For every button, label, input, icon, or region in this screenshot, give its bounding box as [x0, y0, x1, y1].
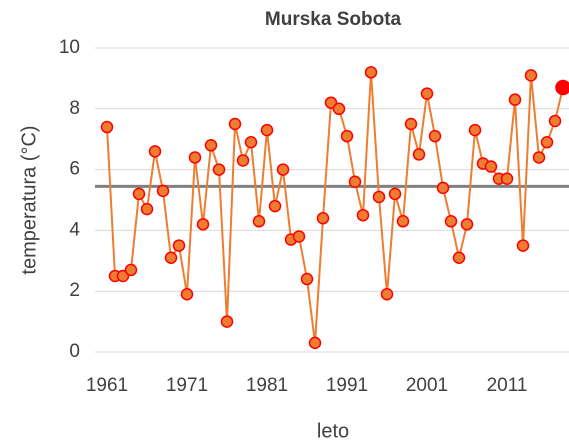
data-point [452, 251, 466, 265]
y-tick-label: 10 [59, 37, 80, 58]
data-point [188, 151, 202, 164]
x-tick-label: 1981 [246, 375, 288, 396]
data-point [220, 315, 234, 328]
data-point [388, 187, 402, 201]
data-point [412, 148, 426, 161]
x-axis-label: leto [317, 420, 349, 442]
data-point [444, 215, 458, 228]
data-point [172, 239, 186, 252]
data-point [532, 151, 546, 164]
x-tick-label: 1991 [326, 375, 368, 396]
data-point [428, 129, 442, 143]
data-point [268, 199, 282, 213]
y-tick-label: 4 [69, 219, 80, 240]
x-tick-label: 2011 [487, 375, 528, 396]
y-tick-label: 8 [69, 98, 80, 119]
data-point [140, 202, 154, 216]
data-point [156, 184, 170, 198]
data-point [356, 208, 370, 222]
x-tick-label: 1971 [166, 375, 208, 396]
data-point [548, 114, 562, 128]
y-tick-label: 6 [69, 159, 80, 180]
data-point [555, 79, 569, 96]
y-tick-label: 2 [69, 280, 80, 301]
data-point [316, 211, 330, 225]
data-point [236, 154, 250, 167]
data-point [180, 287, 194, 301]
data-point [148, 145, 162, 158]
data-point [124, 263, 138, 277]
y-axis-label: temperatura (°C) [18, 125, 40, 274]
data-point [524, 69, 538, 82]
chart-title: Murska Sobota [265, 9, 402, 30]
data-point [132, 187, 146, 201]
data-point [212, 163, 226, 176]
data-point [468, 123, 482, 137]
data-point [340, 129, 354, 143]
x-tick-label: 2001 [406, 375, 448, 396]
y-tick-label: 0 [69, 341, 80, 362]
data-point [540, 135, 554, 149]
data-point [516, 239, 530, 252]
data-point [436, 181, 450, 195]
data-point [380, 287, 394, 301]
data-point [348, 175, 362, 189]
data-point [308, 336, 322, 350]
data-point [364, 66, 378, 79]
data-point [508, 93, 522, 106]
data-point [292, 230, 306, 243]
data-point [252, 215, 266, 228]
data-point [372, 190, 386, 204]
data-point [396, 215, 410, 228]
data-point [404, 117, 418, 131]
data-point [196, 218, 210, 231]
data-point [244, 135, 258, 149]
data-point [164, 251, 178, 265]
data-point [420, 87, 434, 100]
data-point [332, 102, 346, 116]
data-point [276, 163, 290, 176]
data-point [484, 160, 498, 173]
data-point [228, 117, 242, 131]
data-point [300, 272, 314, 286]
data-point [500, 172, 514, 185]
data-point [460, 218, 474, 231]
data-point [204, 139, 218, 152]
x-tick-label: 1961 [86, 375, 128, 396]
data-point [100, 120, 114, 134]
data-point [260, 123, 274, 137]
